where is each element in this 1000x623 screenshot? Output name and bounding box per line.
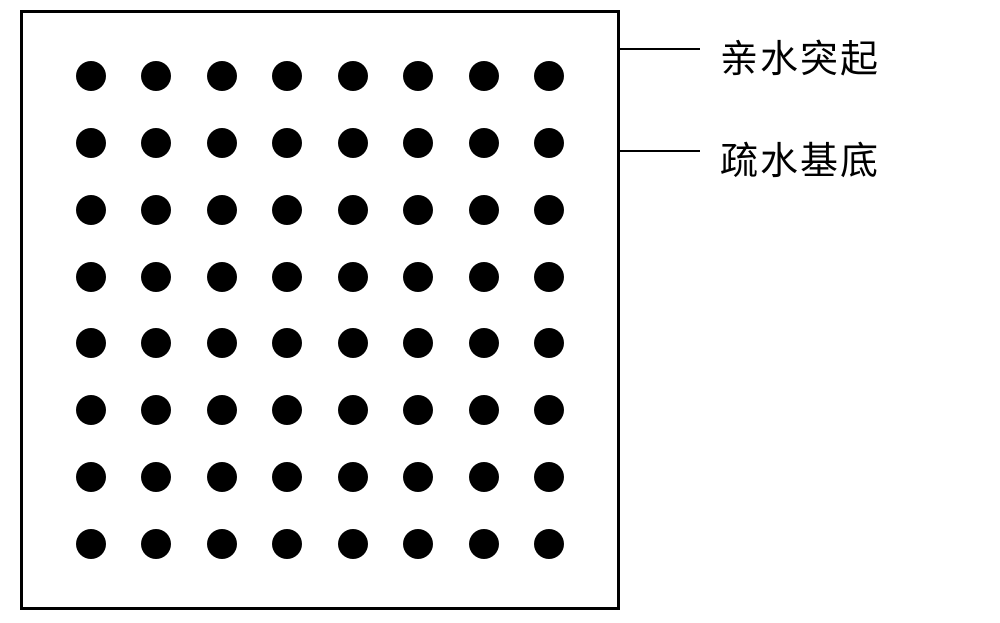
hydrophilic-dot — [76, 61, 106, 91]
hydrophilic-dot — [403, 128, 433, 158]
hydrophilic-dot — [76, 462, 106, 492]
hydrophilic-dot — [403, 61, 433, 91]
hydrophilic-dot — [403, 395, 433, 425]
hydrophilic-dot — [76, 195, 106, 225]
label-hydrophobic-substrate: 疏水基底 — [720, 130, 880, 185]
hydrophilic-dot — [403, 262, 433, 292]
hydrophilic-dot — [338, 529, 368, 559]
hydrophilic-dot — [403, 529, 433, 559]
hydrophilic-dot — [469, 395, 499, 425]
hydrophilic-dot — [272, 195, 302, 225]
hydrophilic-dot — [338, 61, 368, 91]
hydrophilic-dot — [403, 195, 433, 225]
hydrophilic-dot — [272, 61, 302, 91]
hydrophilic-dot — [469, 328, 499, 358]
hydrophilic-dot — [469, 262, 499, 292]
hydrophilic-dot — [141, 195, 171, 225]
hydrophilic-dot — [207, 462, 237, 492]
hydrophilic-dot — [338, 128, 368, 158]
hydrophilic-dot — [534, 61, 564, 91]
hydrophilic-dot — [534, 462, 564, 492]
hydrophilic-dot — [141, 529, 171, 559]
hydrophilic-dot — [534, 529, 564, 559]
hydrophilic-dot — [207, 61, 237, 91]
hydrophilic-dot — [207, 328, 237, 358]
hydrophilic-dot — [469, 529, 499, 559]
label-hydrophilic-protrusion: 亲水突起 — [720, 28, 880, 83]
hydrophilic-dot — [141, 61, 171, 91]
hydrophilic-dot — [207, 262, 237, 292]
leader-line-dot — [619, 48, 700, 50]
dot-grid — [58, 43, 582, 577]
hydrophilic-dot — [76, 529, 106, 559]
hydrophilic-dot — [534, 328, 564, 358]
hydrophilic-dot — [76, 128, 106, 158]
hydrophilic-dot — [469, 462, 499, 492]
hydrophilic-dot — [469, 195, 499, 225]
hydrophilic-dot — [141, 462, 171, 492]
hydrophilic-dot — [272, 462, 302, 492]
hydrophilic-dot — [207, 128, 237, 158]
hydrophilic-dot — [534, 395, 564, 425]
hydrophilic-dot — [272, 395, 302, 425]
hydrophilic-dot — [338, 262, 368, 292]
hydrophilic-dot — [141, 262, 171, 292]
hydrophilic-dot — [141, 328, 171, 358]
hydrophilic-dot — [141, 395, 171, 425]
hydrophilic-dot — [403, 328, 433, 358]
hydrophilic-dot — [469, 61, 499, 91]
hydrophilic-dot — [338, 462, 368, 492]
hydrophilic-dot — [469, 128, 499, 158]
hydrophilic-dot — [272, 529, 302, 559]
hydrophilic-dot — [403, 462, 433, 492]
hydrophilic-dot — [207, 395, 237, 425]
hydrophilic-dot — [338, 195, 368, 225]
hydrophilic-dot — [272, 262, 302, 292]
hydrophilic-dot — [76, 262, 106, 292]
hydrophilic-dot — [272, 128, 302, 158]
hydrophilic-dot — [76, 395, 106, 425]
leader-line-substrate — [619, 150, 700, 152]
hydrophilic-dot — [338, 395, 368, 425]
hydrophilic-dot — [534, 262, 564, 292]
hydrophilic-dot — [534, 128, 564, 158]
hydrophilic-dot — [76, 328, 106, 358]
hydrophilic-dot — [141, 128, 171, 158]
hydrophilic-dot — [207, 529, 237, 559]
hydrophilic-dot — [272, 328, 302, 358]
hydrophilic-dot — [207, 195, 237, 225]
hydrophilic-dot — [534, 195, 564, 225]
substrate-box — [20, 10, 620, 610]
hydrophilic-dot — [338, 328, 368, 358]
